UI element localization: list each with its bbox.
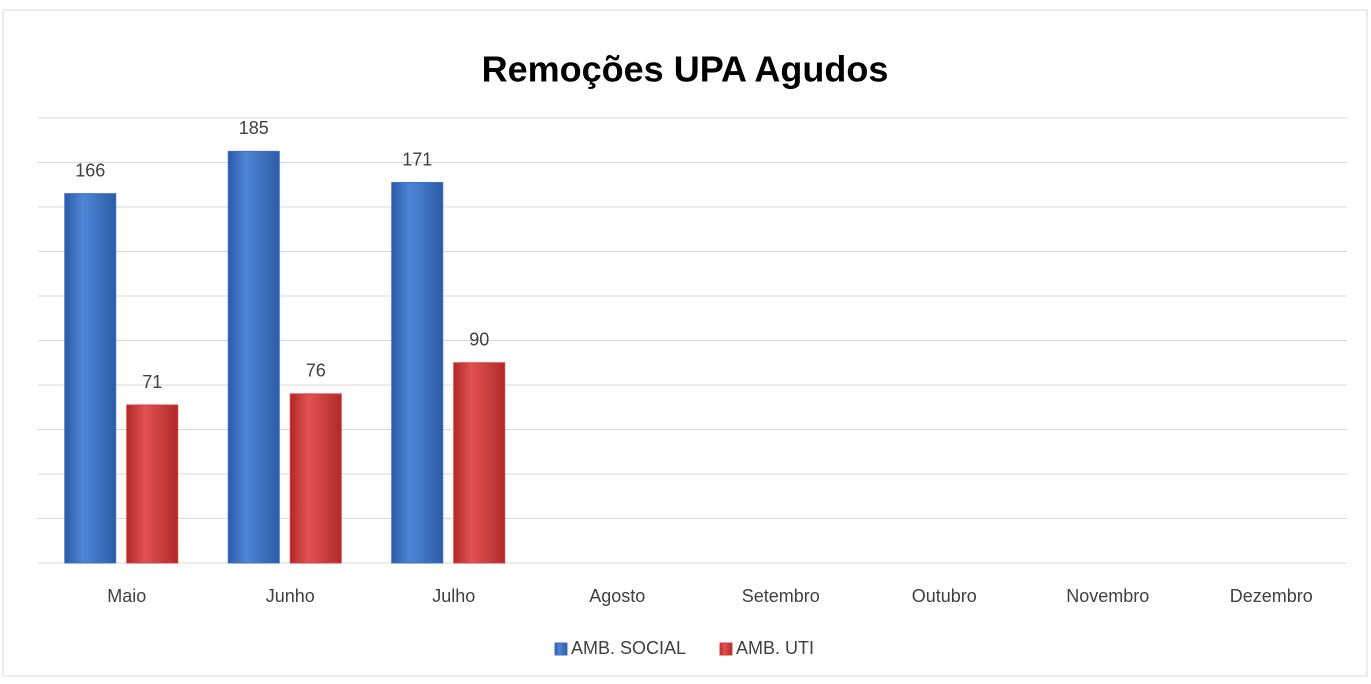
x-tick-label: Agosto xyxy=(589,586,645,606)
data-label: 90 xyxy=(469,330,489,350)
bar xyxy=(126,404,179,564)
data-label: 171 xyxy=(402,149,432,169)
bar xyxy=(227,150,280,564)
data-label: 185 xyxy=(239,118,269,138)
data-label: 76 xyxy=(306,361,326,381)
chart-border xyxy=(2,9,1368,677)
legend-swatch xyxy=(554,642,568,656)
data-label: 71 xyxy=(142,372,162,392)
x-tick-label: Maio xyxy=(107,586,146,606)
legend-label: AMB. UTI xyxy=(736,638,814,658)
x-tick-label: Outubro xyxy=(912,586,977,606)
data-label: 166 xyxy=(75,160,105,180)
bar xyxy=(391,182,444,564)
bar xyxy=(289,393,342,564)
legend-swatch xyxy=(719,642,733,656)
legend-label: AMB. SOCIAL xyxy=(571,638,686,658)
x-tick-label: Dezembro xyxy=(1230,586,1313,606)
bar xyxy=(64,193,117,564)
chart-title: Remoções UPA Agudos xyxy=(482,49,889,90)
x-tick-label: Setembro xyxy=(742,586,820,606)
x-tick-label: Novembro xyxy=(1066,586,1149,606)
bar xyxy=(453,362,506,564)
x-tick-label: Julho xyxy=(432,586,475,606)
x-tick-label: Junho xyxy=(266,586,315,606)
